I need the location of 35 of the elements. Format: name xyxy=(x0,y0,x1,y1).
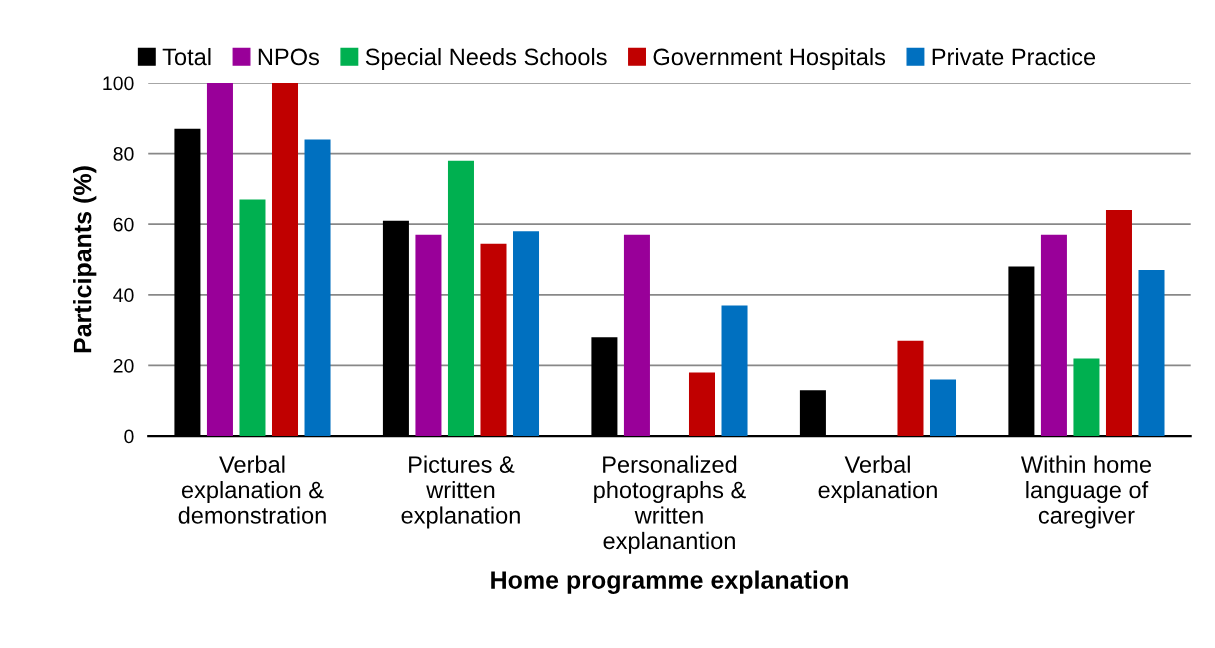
bar xyxy=(513,231,540,437)
bar xyxy=(721,305,748,437)
bar xyxy=(623,234,650,437)
legend-label: Total xyxy=(162,47,211,66)
bar xyxy=(897,340,924,437)
bar xyxy=(304,139,331,437)
y-tick-label: 100 xyxy=(103,76,134,91)
bar xyxy=(271,82,299,437)
legend-label: Special Needs Schools xyxy=(365,47,607,70)
legend-label: NPOs xyxy=(258,48,319,66)
bar xyxy=(1105,210,1132,437)
y-tick-label: 20 xyxy=(113,358,134,373)
legend-label: Private Practice xyxy=(932,47,1096,66)
y-tick-label: 0 xyxy=(124,429,134,444)
y-tick-label: 80 xyxy=(113,147,134,161)
bar xyxy=(480,243,507,437)
bar xyxy=(447,160,474,437)
bar xyxy=(239,199,266,437)
y-axis-title: Participants (%) xyxy=(73,166,97,353)
bar xyxy=(1040,234,1067,437)
bar xyxy=(1138,270,1165,437)
x-tick-label: Verbal explanation & demonstration xyxy=(178,455,326,524)
legend-label: Government Hospitals xyxy=(653,47,886,70)
y-tick-label: 60 xyxy=(113,217,134,232)
x-axis-title: Home programme explanation xyxy=(491,570,848,594)
bar xyxy=(1073,358,1100,437)
x-tick-label: Within home language of caregiver xyxy=(1020,455,1152,529)
bar xyxy=(688,372,715,437)
x-tick-label: Pictures & written explanation xyxy=(401,455,520,529)
x-tick-label: Personalized photographs & written explanantion xyxy=(594,455,746,554)
bar xyxy=(206,82,233,437)
x-tick-label: Verbal explanation xyxy=(818,455,937,503)
y-tick-label: 40 xyxy=(113,288,134,303)
bar xyxy=(415,234,442,437)
bar xyxy=(930,379,957,437)
